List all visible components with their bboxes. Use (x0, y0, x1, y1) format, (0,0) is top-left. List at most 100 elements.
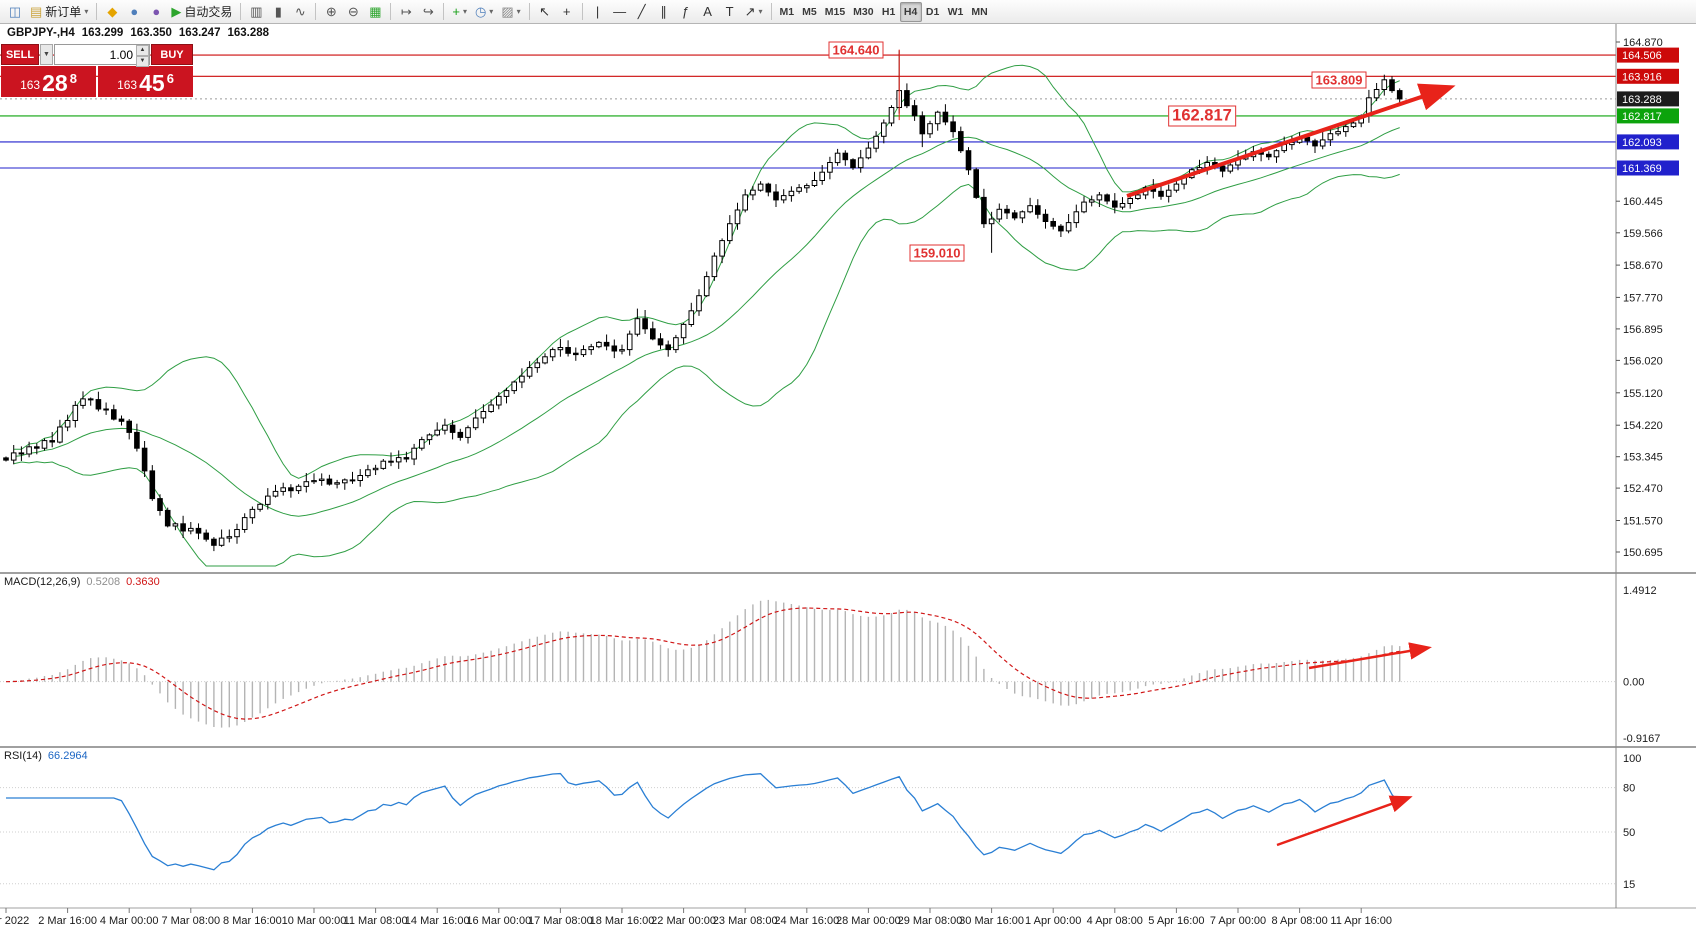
market-watch-button[interactable]: ● (123, 2, 145, 22)
candlestick-chart-button[interactable]: ▮ (267, 2, 289, 22)
dropdown-arrow-icon[interactable]: ▾ (516, 7, 521, 16)
time-label: 1 Apr 00:00 (1025, 915, 1081, 927)
timeframe-w1-button[interactable]: W1 (944, 2, 968, 22)
macd-trend-arrow[interactable] (1308, 642, 1432, 670)
crosshair-icon: + (562, 4, 571, 19)
timeframe-m15-button[interactable]: M15 (821, 2, 849, 22)
time-label: 28 Mar 00:00 (836, 915, 901, 927)
arrows-menu-button[interactable]: ↗ ▾ (741, 2, 767, 22)
price-label: 152.470 (1623, 483, 1663, 495)
timeframe-m5-button[interactable]: M5 (798, 2, 821, 22)
dropdown-arrow-icon[interactable]: ▾ (758, 7, 763, 16)
horizontal-line-icon: — (613, 4, 627, 19)
label-button[interactable]: T (719, 2, 741, 22)
timeframe-h4-button[interactable]: H4 (899, 1, 922, 22)
dropdown-arrow-icon[interactable]: ▾ (462, 7, 467, 16)
timeframe-m1-button[interactable]: M1 (776, 2, 799, 22)
bar-chart-icon: ▥ (250, 4, 263, 19)
cursor-icon: ↖ (539, 4, 551, 19)
horizontal-line-button[interactable]: — (609, 2, 631, 22)
crosshair-button[interactable]: + (556, 2, 578, 22)
lot-size-input[interactable] (55, 45, 149, 64)
new-order-button[interactable]: ▤ 新订单 ▾ (26, 2, 92, 22)
annotation-164640[interactable]: 164.640 (828, 41, 884, 59)
buy-price-prefix: 163 (117, 78, 138, 92)
timeframe-m15-button-label: M15 (824, 5, 846, 18)
data-window-button[interactable]: ● (145, 2, 167, 22)
price-tag-164.506 (1617, 47, 1679, 63)
lot-size-field: ▲ ▼ (54, 44, 150, 67)
buy-button[interactable]: BUY (151, 44, 193, 65)
annotation-162817[interactable]: 162.817 (1168, 105, 1236, 127)
bar-chart-button[interactable]: ▥ (245, 2, 267, 22)
data-window-icon: ● (152, 4, 161, 19)
fibonacci-icon: ƒ (682, 4, 690, 19)
new-order-icon: ▤ (30, 4, 43, 19)
time-label: 11 Apr 16:00 (1330, 915, 1392, 927)
trendline-button[interactable]: ╱ (631, 2, 653, 22)
annotation-163809[interactable]: 163.809 (1311, 71, 1367, 89)
trendline-icon: ╱ (637, 4, 646, 19)
rsi-value: 66.2964 (47, 750, 88, 762)
indicators-plus-icon: + (452, 4, 460, 19)
rsi-trend-arrow[interactable] (1276, 795, 1413, 847)
price-label: 160.445 (1623, 196, 1663, 208)
chart-shift-button[interactable]: ↪ (417, 2, 439, 22)
timeframe-mn-button[interactable]: MN (967, 2, 991, 22)
sell-price-display[interactable]: 163 28 8 (1, 66, 96, 97)
template-icon: ▨ (501, 4, 514, 19)
low-value: 163.247 (178, 27, 221, 39)
timeframe-m30-button[interactable]: M30 (849, 2, 877, 22)
spinner-up-icon[interactable]: ▲ (136, 45, 149, 56)
timeframe-d1-button[interactable]: D1 (922, 2, 944, 22)
template-menu-button[interactable]: ▨ ▾ (497, 2, 524, 22)
cursor-button[interactable]: ↖ (534, 2, 556, 22)
dropdown-arrow-icon[interactable]: ▾ (489, 7, 494, 16)
price-tag-label: 162.093 (1622, 137, 1662, 149)
order-settings-dropdown[interactable]: ▼ (40, 44, 53, 65)
macd-histogram (12, 599, 1401, 728)
new-order-button-label: 新订单 (45, 5, 82, 19)
buy-price-display[interactable]: 163 45 6 (98, 66, 193, 97)
clock-icon: ◷ (474, 4, 487, 19)
zoom-out-icon: ⊖ (347, 4, 359, 19)
chart-area[interactable]: 164.870 160.445 159.566 158.670 157.770 156.8… (0, 24, 1696, 945)
spinner-down-icon[interactable]: ▼ (136, 56, 149, 67)
price-trend-arrow[interactable] (1126, 83, 1456, 198)
fibonacci-button[interactable]: ƒ (675, 2, 697, 22)
sell-button[interactable]: SELL (1, 44, 39, 65)
text-button[interactable]: A (697, 2, 719, 22)
annotation-159010[interactable]: 159.010 (909, 244, 965, 262)
time-label: 24 Mar 16:00 (774, 915, 839, 927)
indicators-menu-button[interactable]: + ▾ (448, 2, 471, 22)
time-label: 7 Mar 08:00 (161, 915, 220, 927)
period-menu-button[interactable]: ◷ ▾ (471, 2, 497, 22)
vertical-line-button[interactable]: | (587, 2, 609, 22)
zoom-in-button[interactable]: ⊕ (320, 2, 342, 22)
zoom-out-button[interactable]: ⊖ (342, 2, 364, 22)
line-chart-icon: ∿ (294, 4, 306, 19)
line-chart-button[interactable]: ∿ (289, 2, 311, 22)
tile-windows-icon: ▦ (369, 4, 382, 19)
autotrading-button[interactable]: ▶ 自动交易 (167, 2, 236, 22)
price-tag-label: 162.817 (1622, 111, 1662, 123)
timeframe-m30-button-label: M30 (853, 5, 874, 18)
compile-button[interactable]: ◆ (101, 2, 123, 22)
autotrading-button-label: 自动交易 (184, 5, 233, 19)
tile-windows-button[interactable]: ▦ (364, 2, 386, 22)
buy-price-sup: 6 (166, 71, 174, 86)
price-label: 151.570 (1623, 516, 1663, 528)
price-tag-label: 164.506 (1622, 50, 1662, 62)
diamond-icon: ◆ (107, 4, 118, 19)
toolbar-separator (770, 3, 772, 20)
time-label: 16 Mar 00:00 (466, 915, 531, 927)
time-axis[interactable]: Mar 2022 2 Mar 16:004 Mar 00:007 Mar 08:0… (0, 908, 1392, 927)
dropdown-arrow-icon[interactable]: ▾ (84, 7, 89, 16)
new-chart-button[interactable]: ◫ (4, 2, 26, 22)
time-label: 17 Mar 08:00 (528, 915, 593, 927)
timeframe-h1-button[interactable]: H1 (878, 2, 900, 22)
channel-button[interactable]: ∥ (653, 2, 675, 22)
auto-scroll-button[interactable]: ↦ (395, 2, 417, 22)
price-tag-label: 161.369 (1622, 163, 1662, 175)
